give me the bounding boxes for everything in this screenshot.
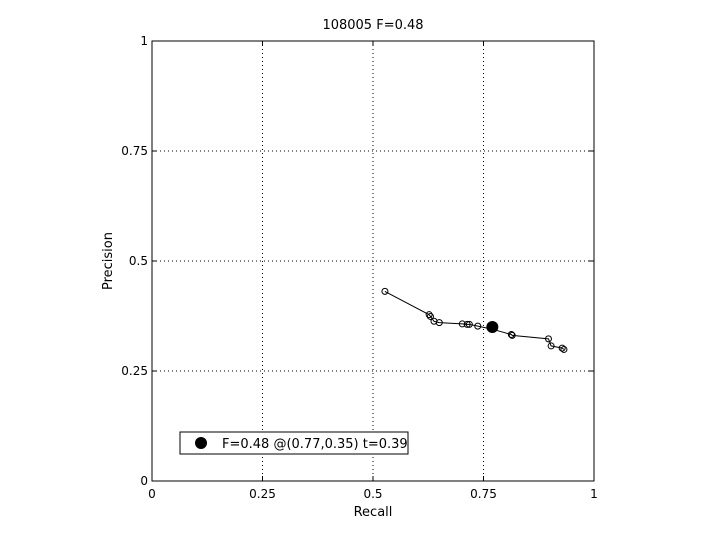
pr-curve-point bbox=[426, 312, 434, 320]
x-tick-label: 0.25 bbox=[249, 487, 276, 501]
y-tick-label: 0.5 bbox=[129, 254, 148, 268]
pr-curve-point bbox=[458, 320, 466, 328]
x-tick-label: 0 bbox=[148, 487, 156, 501]
legend-marker bbox=[195, 437, 207, 449]
x-axis-title: Recall bbox=[354, 505, 393, 520]
best-f-point bbox=[486, 321, 499, 333]
x-tick-label: 1 bbox=[590, 487, 598, 501]
pr-curve-point bbox=[435, 319, 443, 327]
pr-curve-point bbox=[474, 322, 482, 330]
legend-box bbox=[179, 431, 409, 455]
pr-curve-point bbox=[560, 345, 568, 353]
pr-curve-point bbox=[558, 344, 566, 352]
pr-curve-point bbox=[508, 331, 516, 339]
pr-curve-point bbox=[507, 330, 515, 338]
pr-curve-point bbox=[463, 320, 471, 328]
best-point-layer bbox=[486, 321, 499, 333]
legend-entry: F=0.48 @(0.77,0.35) t=0.39 bbox=[222, 437, 408, 452]
grid-lines bbox=[152, 41, 594, 481]
pr-curve-point bbox=[544, 335, 552, 343]
legend: F=0.48 @(0.77,0.35) t=0.39 bbox=[179, 431, 409, 455]
y-axis-title: Precision bbox=[101, 232, 116, 290]
y-tick-label: 0.25 bbox=[121, 364, 148, 378]
x-tick-label: 0.75 bbox=[470, 487, 497, 501]
axis-ticks bbox=[151, 40, 595, 482]
pr-curve-series bbox=[381, 287, 568, 353]
axis-tick-labels: 0 0.25 0.5 0.75 1 0 0.25 0.5 0.75 1 bbox=[121, 34, 598, 501]
pr-curve-point bbox=[547, 342, 555, 350]
pr-curve-point bbox=[425, 311, 433, 319]
x-tick-label: 0.5 bbox=[363, 487, 382, 501]
chart-title: 108005 F=0.48 bbox=[322, 18, 423, 33]
y-tick-label: 0.75 bbox=[121, 144, 148, 158]
pr-curve-point bbox=[381, 287, 389, 295]
y-tick-label: 1 bbox=[140, 34, 148, 48]
y-tick-label: 0 bbox=[140, 474, 148, 488]
pr-curve-point bbox=[465, 320, 473, 328]
